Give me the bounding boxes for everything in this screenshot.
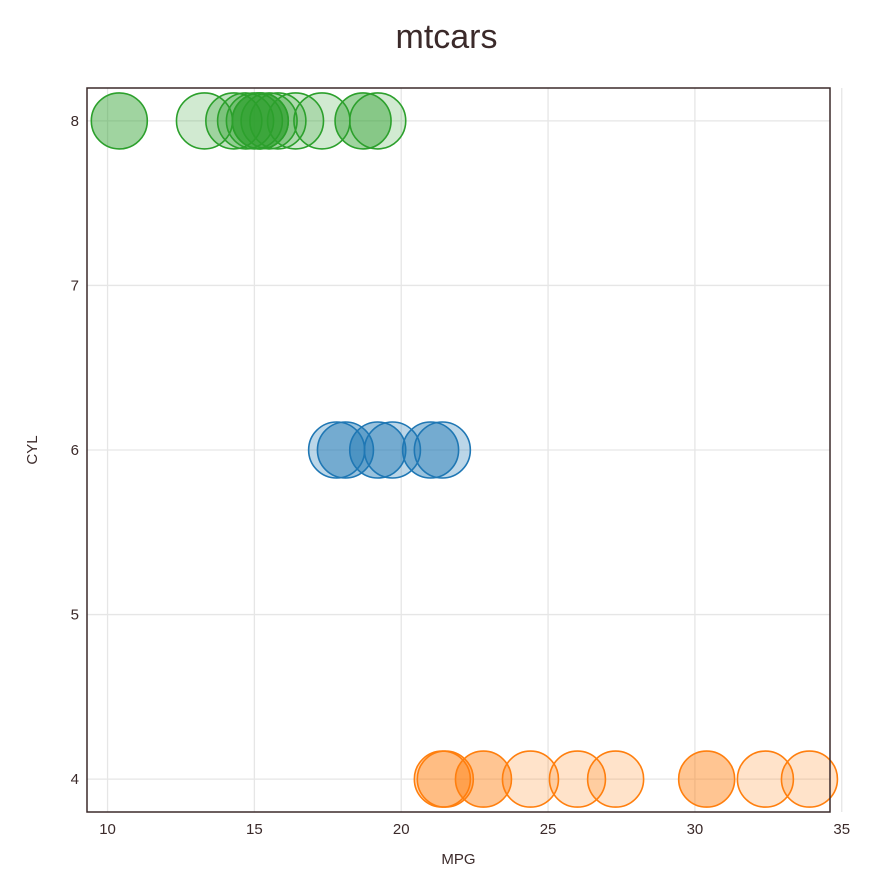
- x-tick-label: 20: [393, 821, 410, 838]
- y-tick-label: 5: [71, 607, 79, 624]
- y-tick-label: 8: [71, 113, 79, 130]
- x-axis-label: MPG: [441, 851, 475, 868]
- data-point: [249, 92, 307, 150]
- x-tick-label: 25: [540, 821, 557, 838]
- data-points: [90, 92, 839, 808]
- x-tick-label: 35: [833, 821, 850, 838]
- data-point: [231, 92, 290, 150]
- x-tick-label: 10: [99, 821, 116, 838]
- y-tick-label: 4: [71, 771, 79, 788]
- grid-lines: [87, 88, 843, 812]
- data-point: [780, 750, 839, 808]
- data-point: [316, 421, 375, 479]
- chart-title: mtcars: [395, 18, 498, 56]
- data-point: [501, 750, 560, 808]
- y-tick-label: 7: [71, 277, 79, 294]
- data-point: [413, 421, 472, 479]
- data-point: [677, 750, 736, 808]
- data-point: [348, 421, 407, 479]
- y-axis-label: CYL: [24, 435, 41, 464]
- data-point: [205, 92, 263, 150]
- data-point: [348, 92, 407, 150]
- data-point: [401, 421, 460, 479]
- data-point: [736, 750, 795, 808]
- data-point: [266, 92, 325, 150]
- data-point: [240, 92, 298, 150]
- data-point: [586, 750, 645, 808]
- y-axis-ticks: 4 5 6 7 8: [71, 113, 79, 788]
- y-tick-label: 6: [71, 442, 79, 459]
- data-point: [334, 92, 392, 150]
- data-point: [216, 92, 275, 150]
- x-tick-label: 30: [687, 821, 704, 838]
- plot-frame: [86, 87, 831, 813]
- x-axis-ticks: 10 15 20 25 30 35: [99, 821, 850, 838]
- data-point: [90, 92, 149, 150]
- x-tick-label: 15: [246, 821, 263, 838]
- data-point: [454, 750, 513, 808]
